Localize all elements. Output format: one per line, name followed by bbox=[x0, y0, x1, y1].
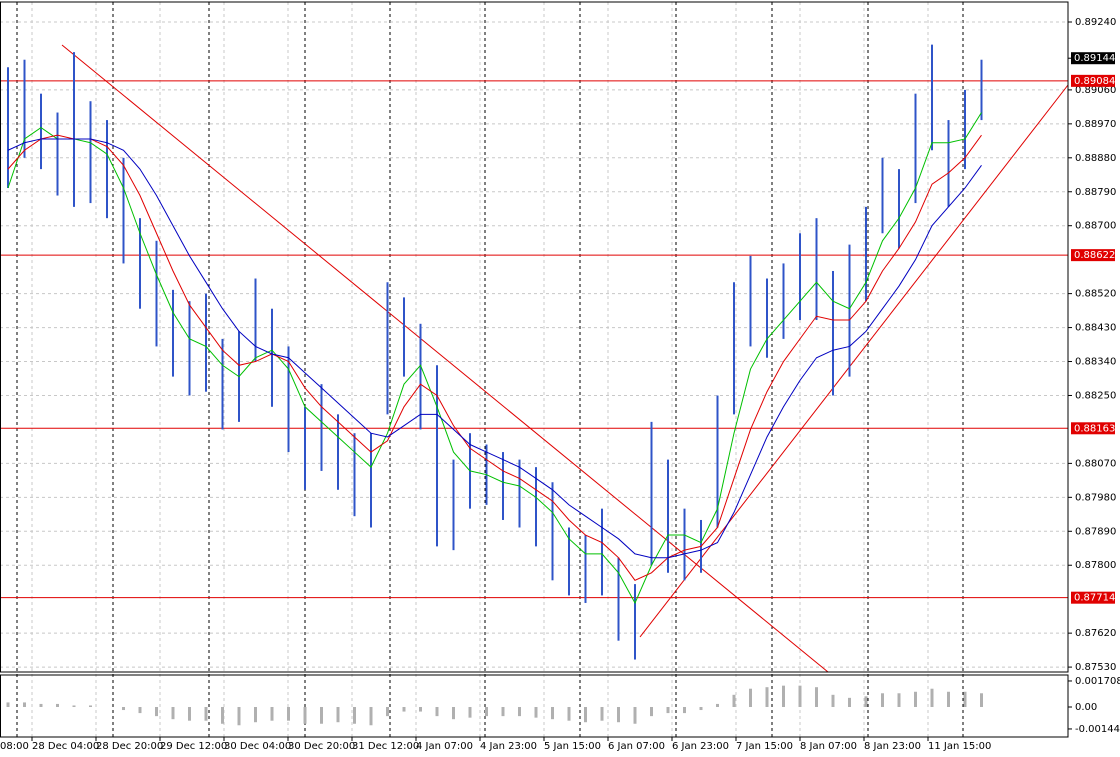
x-tick-label: 08:00 bbox=[0, 741, 29, 752]
y-tick-label: 0.88520 bbox=[1075, 289, 1116, 300]
y-tick-label: 0.88070 bbox=[1075, 458, 1116, 469]
price-label: 0.89144 bbox=[1074, 53, 1115, 64]
y-tick-label: 0.88700 bbox=[1075, 221, 1116, 232]
y-tick-label: 0.87890 bbox=[1075, 526, 1116, 537]
level-label-box bbox=[1071, 591, 1115, 604]
level-label-box bbox=[1071, 422, 1115, 435]
x-tick-label: 30 Dec 04:00 bbox=[224, 741, 291, 752]
price-label-box bbox=[1071, 52, 1115, 65]
x-tick-label: 8 Jan 23:00 bbox=[864, 741, 921, 752]
y-tick-label: 0.87530 bbox=[1075, 662, 1116, 673]
x-tick-label: 5 Jan 15:00 bbox=[544, 741, 601, 752]
level-label: 0.88163 bbox=[1074, 423, 1115, 434]
x-tick-label: 6 Jan 07:00 bbox=[608, 741, 665, 752]
x-tick-label: 7 Jan 15:00 bbox=[736, 741, 793, 752]
x-tick-label: 4 Jan 07:00 bbox=[416, 741, 473, 752]
y-tick-label: 0.88970 bbox=[1075, 119, 1116, 130]
moving-average bbox=[7, 138, 982, 559]
level-label: 0.89084 bbox=[1074, 76, 1115, 87]
moving-average bbox=[7, 112, 982, 605]
x-tick-label: 4 Jan 23:00 bbox=[480, 741, 537, 752]
x-tick-label: 28 Dec 04:00 bbox=[32, 741, 99, 752]
y-tick-label: 0.89060 bbox=[1075, 85, 1116, 96]
y-tick-label: 0.88790 bbox=[1075, 187, 1116, 198]
level-label-box bbox=[1071, 74, 1115, 87]
y-tick-label: 0.88430 bbox=[1075, 323, 1116, 334]
separators bbox=[16, 2, 964, 737]
x-tick-label: 6 Jan 23:00 bbox=[672, 741, 729, 752]
x-tick-label: 8 Jan 07:00 bbox=[800, 741, 857, 752]
x-tick-label: 30 Dec 20:00 bbox=[288, 741, 355, 752]
level-label-box bbox=[1071, 249, 1115, 262]
y-tick-label: 0.88880 bbox=[1075, 153, 1116, 164]
y-tick-label: 0.87800 bbox=[1075, 560, 1116, 571]
y-tick-label: 0.87980 bbox=[1075, 492, 1116, 503]
main-frame bbox=[0, 1, 1069, 673]
x-tick-label: 11 Jan 15:00 bbox=[928, 741, 991, 752]
x-tick-label: 28 Dec 20:00 bbox=[96, 741, 163, 752]
trend-line bbox=[639, 84, 1069, 638]
y-tick-label: 0.88340 bbox=[1075, 357, 1116, 368]
x-tick-label: 31 Dec 12:00 bbox=[352, 741, 419, 752]
x-tick-label: 29 Dec 12:00 bbox=[160, 741, 227, 752]
level-label: 0.87714 bbox=[1074, 593, 1115, 604]
y-tick-label: 0.89240 bbox=[1075, 17, 1116, 28]
osc-tick-label: -0.001442 bbox=[1075, 724, 1120, 735]
osc-tick-label: 0.00 bbox=[1075, 702, 1097, 713]
moving-average bbox=[7, 134, 982, 581]
trend-line bbox=[61, 44, 829, 673]
level-label: 0.88622 bbox=[1074, 250, 1115, 261]
y-tick-label: 0.87620 bbox=[1075, 628, 1116, 639]
osc-tick-label: 0.001708 bbox=[1075, 676, 1120, 687]
osc-frame bbox=[0, 674, 1069, 738]
y-tick-label: 0.88250 bbox=[1075, 390, 1116, 401]
